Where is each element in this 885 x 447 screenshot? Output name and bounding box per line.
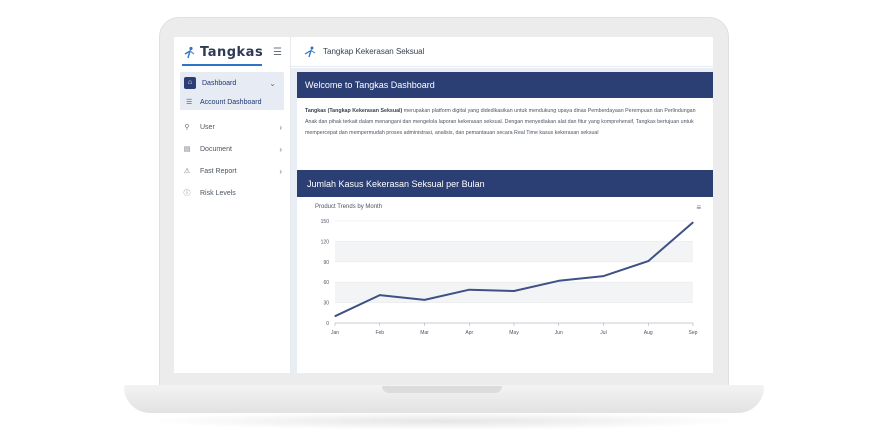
sidebar-item-dashboard[interactable]: ⌂ Dashboard ⌄ (180, 72, 284, 94)
line-chart: 0 30 60 90 120 150 Jan Feb Mar Apr May Jun Jul Aug Sep (321, 219, 698, 336)
brand-name: Tangkas (200, 45, 264, 60)
content-area: Welcome to Tangkas Dashboard Tangkas (Ta… (291, 68, 713, 373)
data-point (379, 294, 381, 296)
main-area: Tangkap Kekerasan Seksual Welcome to Tan… (291, 37, 713, 373)
sidebar-item-label: Account Dashboard (200, 98, 262, 106)
y-tick-label: 150 (321, 219, 330, 225)
x-tick-label: Jul (600, 330, 606, 336)
x-tick-label: Jun (555, 330, 563, 336)
data-point (334, 315, 336, 317)
brand[interactable]: Tangkas ☰ (174, 37, 290, 68)
data-point (468, 289, 470, 291)
chevron-right-icon: › (279, 144, 282, 154)
laptop-screen: Tangkas ☰ ⌂ Dashboard ⌄ ☰ Account Dashbo… (174, 37, 713, 373)
page-title: Tangkap Kekerasan Seksual (323, 47, 425, 56)
sidebar-nav: ⌂ Dashboard ⌄ ☰ Account Dashboard ⚲ User… (174, 72, 290, 204)
y-tick-label: 120 (321, 239, 330, 245)
sidebar-item-label: Dashboard (202, 79, 237, 87)
y-tick-label: 90 (323, 260, 329, 266)
list-icon: ☰ (186, 99, 193, 106)
x-tick-label: Mar (420, 330, 429, 336)
sidebar-item-account-dashboard[interactable]: ☰ Account Dashboard (180, 94, 284, 110)
info-icon: ⓘ (183, 190, 191, 197)
user-icon: ⚲ (184, 124, 190, 131)
app-logo-icon (304, 46, 316, 57)
x-tick-label: May (509, 330, 519, 336)
sidebar-item-user[interactable]: ⚲ User › (174, 116, 290, 138)
brand-logo-icon (184, 46, 195, 58)
document-icon: ▤ (183, 146, 191, 153)
sidebar-item-label: Fast Report (200, 167, 237, 175)
y-tick-label: 0 (326, 321, 329, 327)
data-point (692, 221, 694, 223)
sidebar: Tangkas ☰ ⌂ Dashboard ⌄ ☰ Account Dashbo… (174, 37, 291, 373)
menu-toggle-icon[interactable]: ☰ (273, 47, 282, 58)
welcome-text: Tangkas (Tangkap Kekerasan Seksual) meru… (297, 98, 713, 170)
chart-section-header: Jumlah Kasus Kekerasan Seksual per Bulan (297, 170, 713, 197)
sidebar-item-label: Risk Levels (200, 189, 236, 197)
sidebar-item-label: User (200, 123, 215, 131)
chart-title: Product Trends by Month (315, 204, 383, 210)
chevron-down-icon: ⌄ (269, 78, 276, 88)
welcome-header: Welcome to Tangkas Dashboard (297, 72, 713, 98)
chart-menu-icon[interactable]: ≡ (696, 203, 701, 212)
content-panel: Welcome to Tangkas Dashboard Tangkas (Ta… (297, 72, 713, 373)
data-point (602, 275, 605, 277)
sidebar-item-document[interactable]: ▤ Document › (174, 138, 290, 160)
grid-band (335, 241, 693, 262)
topbar: Tangkap Kekerasan Seksual (291, 37, 713, 67)
chevron-right-icon: › (279, 122, 282, 132)
sidebar-item-fast-report[interactable]: ⚠ Fast Report › (174, 160, 290, 182)
welcome-lead: Tangkas (Tangkap Kekerasan Seksual) (305, 108, 403, 114)
data-point (423, 299, 426, 301)
warning-icon: ⚠ (183, 168, 191, 175)
y-tick-label: 60 (323, 280, 329, 286)
data-point (558, 280, 560, 282)
y-tick-label: 30 (323, 301, 329, 307)
x-tick-label: Sep (689, 330, 698, 336)
chevron-right-icon: › (279, 166, 282, 176)
laptop-notch (382, 386, 502, 393)
data-point (513, 290, 515, 292)
sidebar-item-label: Document (200, 145, 232, 153)
laptop-shadow (140, 412, 750, 430)
chart-card: Product Trends by Month ≡ 0 30 60 90 120 150 J… (297, 197, 713, 343)
x-tick-label: Apr (465, 330, 473, 336)
x-tick-label: Jan (331, 330, 339, 336)
home-icon: ⌂ (184, 77, 196, 89)
data-point (647, 260, 649, 262)
welcome-body: merupakan platform digital yang didedika… (305, 108, 696, 136)
sidebar-item-risk-levels[interactable]: ⓘ Risk Levels (174, 182, 290, 204)
grid-band (335, 282, 693, 303)
x-tick-label: Feb (375, 330, 384, 336)
brand-underline (182, 64, 262, 66)
x-tick-label: Aug (644, 330, 653, 336)
